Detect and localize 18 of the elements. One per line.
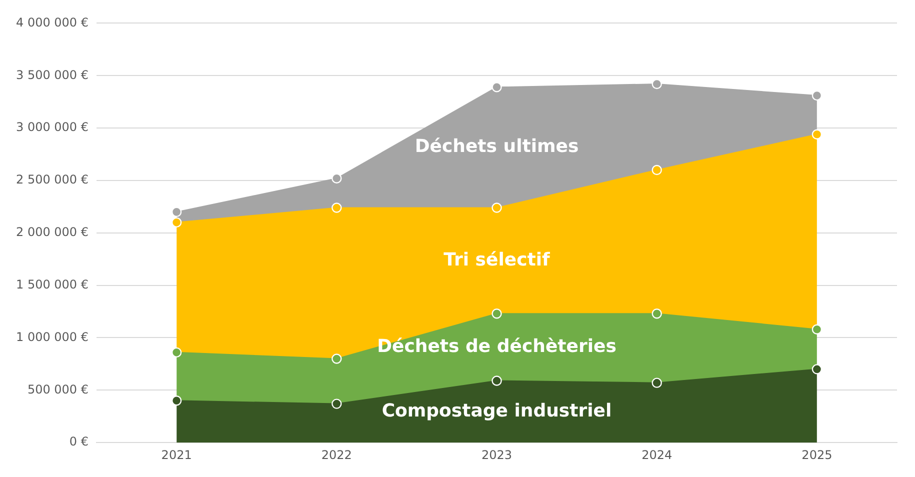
x-tick-label: 2025 <box>802 448 832 462</box>
y-tick-label: 4 000 000 € <box>16 15 89 30</box>
y-tick-label: 500 000 € <box>27 382 89 396</box>
y-tick-label: 2 000 000 € <box>16 225 89 240</box>
x-tick-label: 2021 <box>161 448 192 462</box>
x-tick-label: 2022 <box>321 448 352 462</box>
y-tick-label: 3 500 000 € <box>16 68 89 82</box>
y-tick-label: 2 500 000 € <box>16 172 89 187</box>
series-label: Compostage industriel <box>382 400 612 422</box>
y-tick-label: 1 500 000 € <box>16 277 89 292</box>
series-label: Déchets de déchèteries <box>377 336 616 357</box>
y-tick-label: 1 000 000 € <box>16 330 89 344</box>
x-tick-label: 2023 <box>481 448 512 462</box>
y-tick-label: 3 000 000 € <box>16 120 89 134</box>
x-tick-label: 2024 <box>642 448 672 462</box>
series-label: Tri sélectif <box>444 249 550 270</box>
y-tick-label: 0 € <box>69 434 89 449</box>
series-label: Déchets ultimes <box>414 136 579 158</box>
